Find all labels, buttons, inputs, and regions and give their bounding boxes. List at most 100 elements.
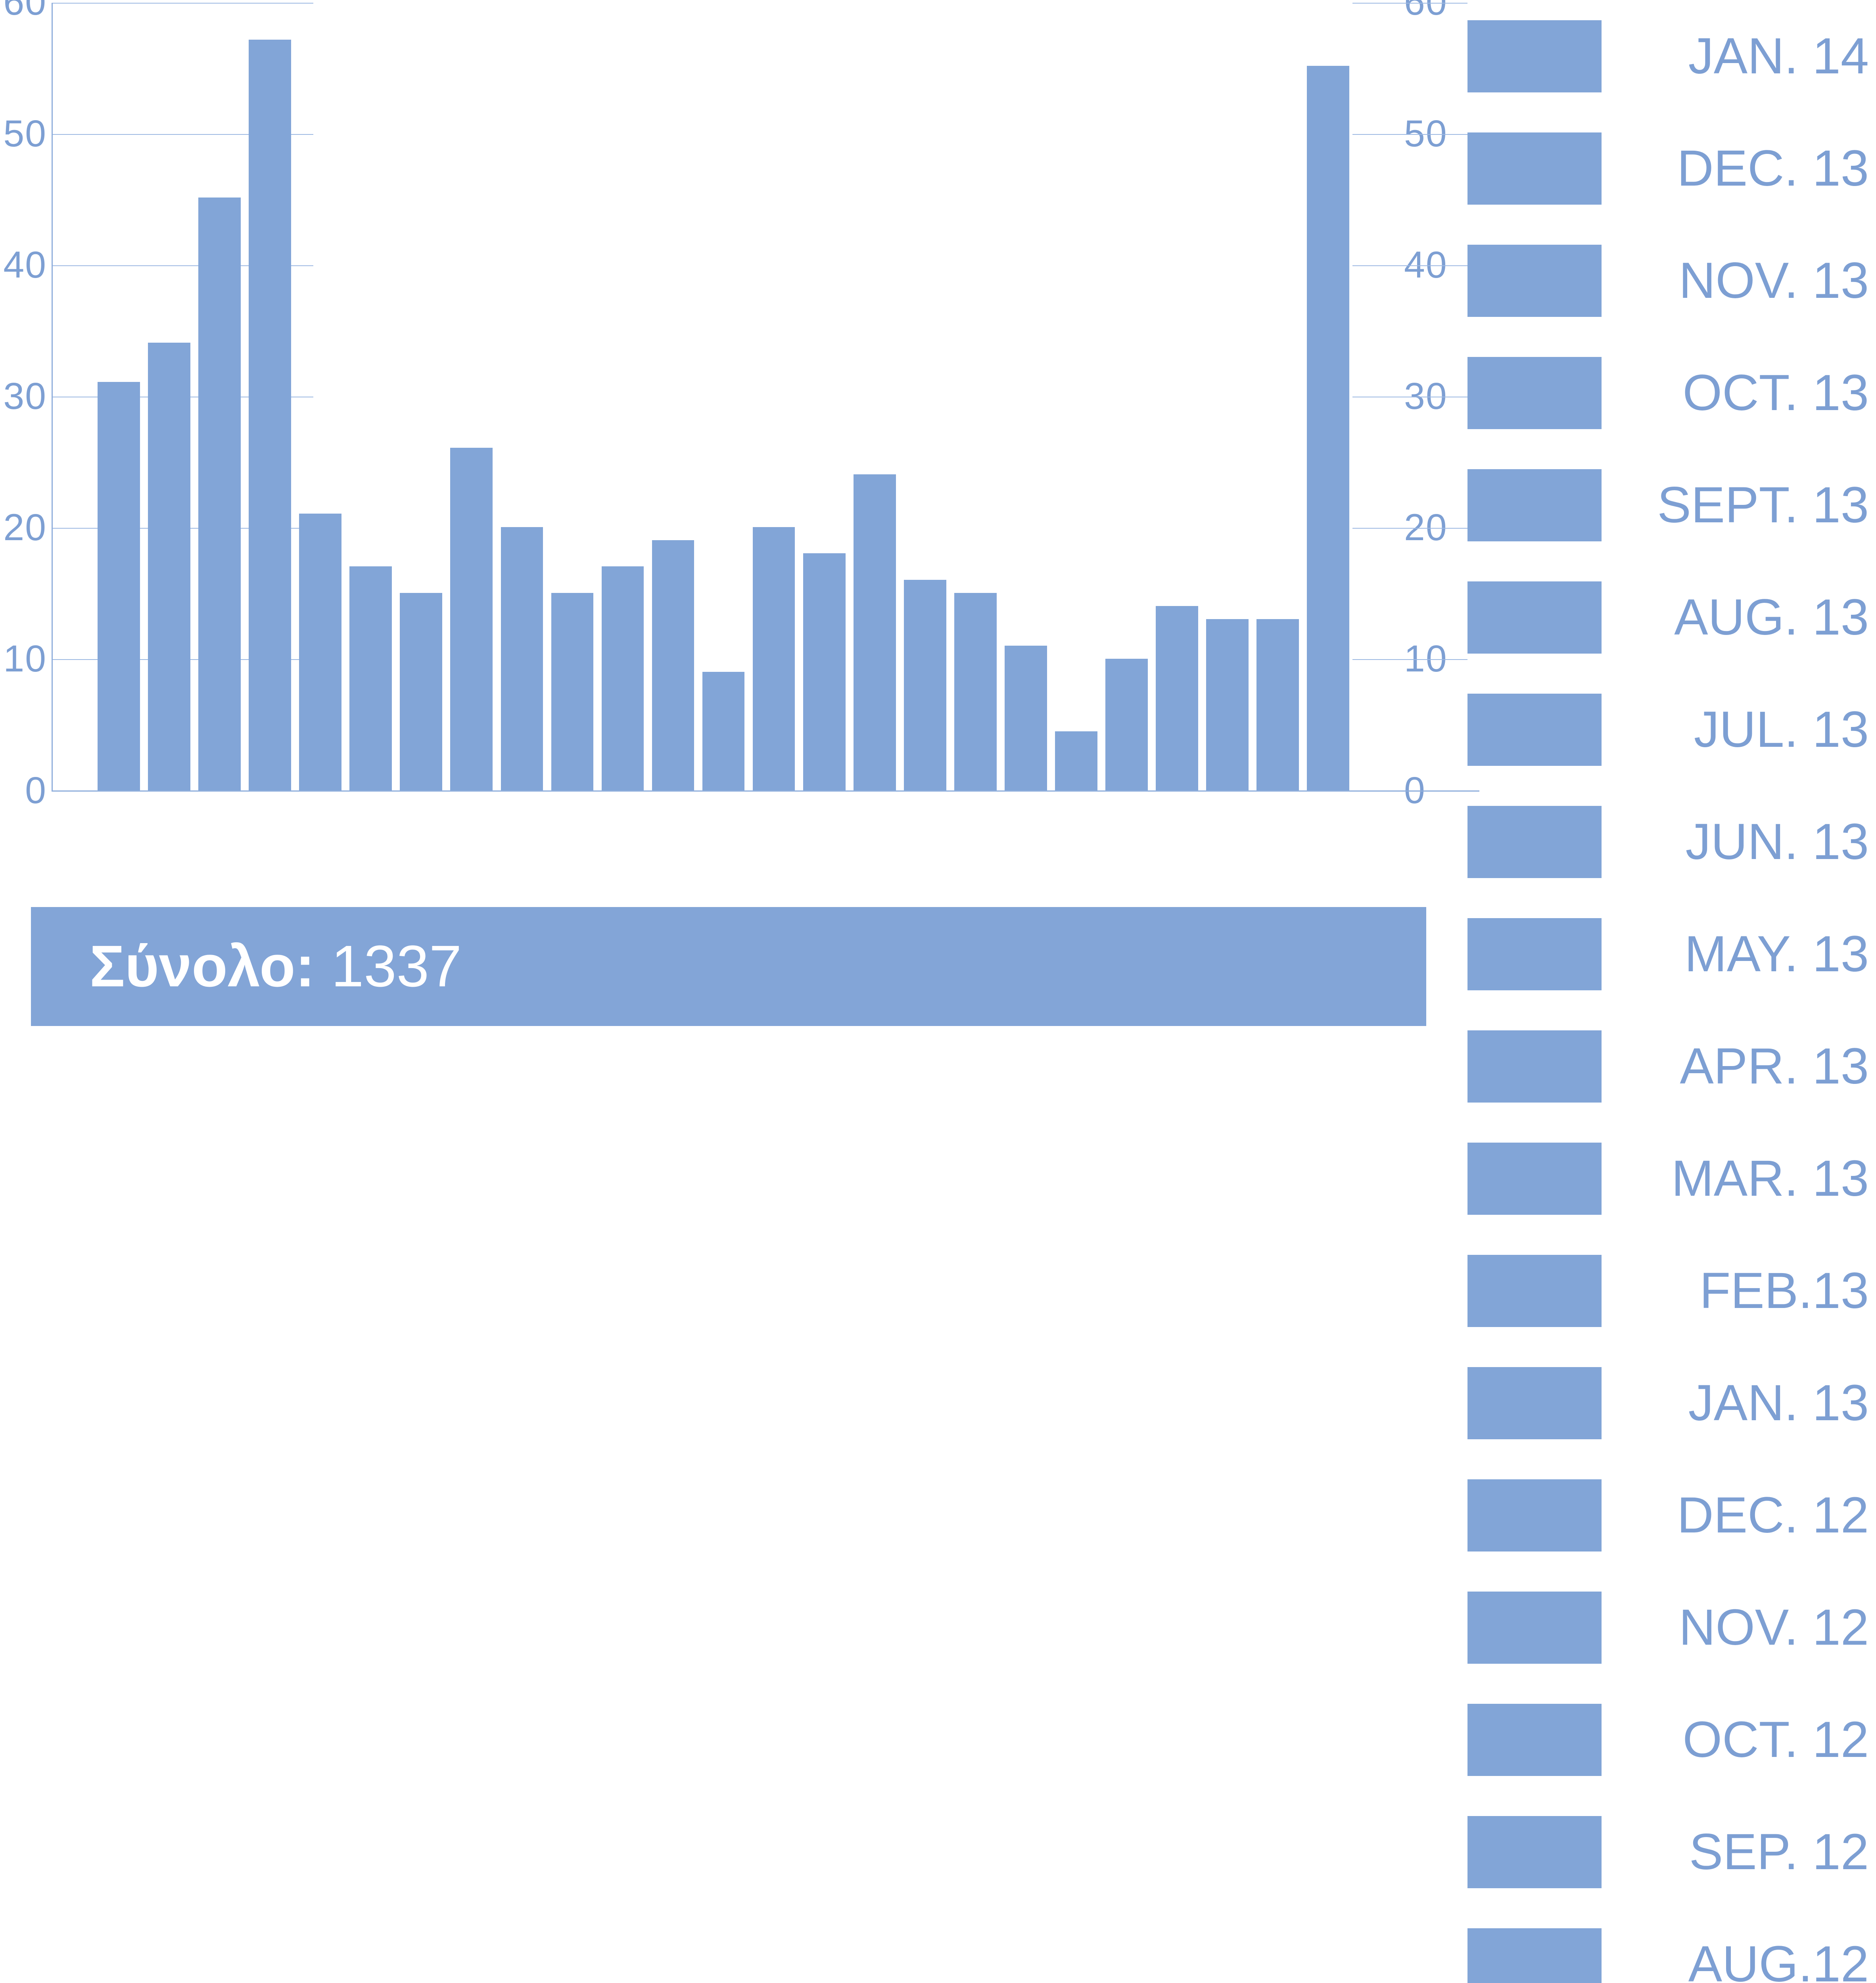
- y-tick-left-60: 60: [3, 0, 47, 23]
- legend-item[interactable]: DEC. 12: [1467, 1459, 1876, 1571]
- gridline-right-20: [1352, 528, 1467, 529]
- bar: [249, 39, 292, 790]
- legend-item[interactable]: SEP. 12: [1467, 1796, 1876, 1908]
- legend-swatch: [1467, 1030, 1602, 1103]
- legend-item[interactable]: DEC. 13: [1467, 112, 1876, 224]
- bar-slot: [497, 0, 547, 790]
- bar-series: [94, 0, 1353, 790]
- legend-swatch: [1467, 918, 1602, 990]
- legend-item[interactable]: OCT. 13: [1467, 337, 1876, 449]
- bar: [551, 593, 594, 790]
- bar-slot: [950, 0, 1001, 790]
- gridline-40: [52, 265, 313, 266]
- bar-slot: [1152, 0, 1202, 790]
- y-tick-right-20: 20: [1404, 506, 1448, 548]
- legend-item[interactable]: JUN. 13: [1467, 786, 1876, 898]
- legend-item[interactable]: MAR. 13: [1467, 1122, 1876, 1235]
- x-axis-baseline: [52, 790, 1479, 792]
- legend-swatch: [1467, 357, 1602, 429]
- legend-swatch: [1467, 1816, 1602, 1888]
- gridline-right-50: [1352, 134, 1467, 135]
- legend-item-label: AUG.12: [1688, 1935, 1869, 1983]
- legend-item-label: FEB.13: [1700, 1262, 1869, 1319]
- y-tick-left-0: 0: [25, 769, 47, 811]
- y-tick-right-40: 40: [1404, 244, 1448, 286]
- bar-slot: [194, 0, 245, 790]
- bar: [853, 474, 896, 790]
- gridline-right-10: [1352, 659, 1467, 660]
- bar: [903, 579, 946, 790]
- bar: [400, 593, 443, 790]
- bar-slot: [850, 0, 900, 790]
- bar-slot: [749, 0, 799, 790]
- y-tick-left-40: 40: [3, 244, 47, 286]
- legend-item[interactable]: MAY. 13: [1467, 898, 1876, 1010]
- bar: [954, 593, 997, 790]
- legend-item[interactable]: APR. 13: [1467, 1010, 1876, 1122]
- bar-slot: [345, 0, 396, 790]
- bar-slot: [597, 0, 648, 790]
- legend-item[interactable]: JUL. 13: [1467, 673, 1876, 786]
- bar-slot: [144, 0, 194, 790]
- legend-item[interactable]: AUG. 13: [1467, 561, 1876, 673]
- legend-item-label: NOV. 12: [1678, 1599, 1869, 1656]
- legend-swatch: [1467, 1928, 1602, 1983]
- legend-item-label: MAY. 13: [1684, 925, 1869, 982]
- total-value: 1337: [331, 934, 462, 999]
- bar-slot: [94, 0, 144, 790]
- legend-swatch: [1467, 132, 1602, 205]
- y-axis-left: 60 50 40 30 20 10 0: [0, 0, 47, 817]
- bar-slot: [245, 0, 295, 790]
- legend-item[interactable]: NOV. 13: [1467, 224, 1876, 337]
- bar-slot: [295, 0, 345, 790]
- legend-item-label: JUN. 13: [1685, 813, 1869, 870]
- legend-item-label: SEP. 12: [1689, 1823, 1869, 1880]
- y-tick-left-20: 20: [3, 506, 47, 548]
- total-banner: Σύνολο: 1337: [31, 907, 1426, 1026]
- bar: [1256, 619, 1299, 790]
- bar: [1307, 66, 1349, 790]
- legend-item-label: SEPT. 13: [1657, 476, 1869, 533]
- bar: [349, 566, 392, 790]
- bar: [652, 540, 694, 790]
- legend-item[interactable]: NOV. 12: [1467, 1571, 1876, 1684]
- legend-item[interactable]: AUG.12: [1467, 1908, 1876, 1983]
- legend-swatch: [1467, 469, 1602, 541]
- legend-item-label: AUG. 13: [1674, 589, 1869, 646]
- bar: [501, 527, 543, 790]
- legend-item[interactable]: FEB.13: [1467, 1235, 1876, 1347]
- legend-item[interactable]: JAN. 14: [1467, 0, 1876, 112]
- legend-item[interactable]: SEPT. 13: [1467, 449, 1876, 561]
- bar-slot: [698, 0, 749, 790]
- legend-swatch: [1467, 1142, 1602, 1215]
- legend-item-label: OCT. 12: [1682, 1711, 1869, 1768]
- bar: [98, 382, 140, 790]
- bar-slot: [547, 0, 597, 790]
- bar-slot: [900, 0, 950, 790]
- chart-panel: 60 50 40 30 20 10 0 60 50 40 30 20 10 0: [0, 0, 1479, 1079]
- y-tick-left-30: 30: [3, 375, 47, 417]
- legend-swatch: [1467, 1479, 1602, 1551]
- y-axis-line: [52, 3, 53, 792]
- legend-item-label: DEC. 13: [1677, 140, 1869, 197]
- bar-slot: [1202, 0, 1253, 790]
- total-text: Σύνολο: 1337: [31, 937, 462, 996]
- bar-slot: [1051, 0, 1101, 790]
- gridline-50: [52, 134, 313, 135]
- bar-slot: [1253, 0, 1303, 790]
- legend-item[interactable]: OCT. 12: [1467, 1684, 1876, 1796]
- gridline-right-40: [1352, 265, 1467, 266]
- bar-slot: [648, 0, 698, 790]
- y-tick-left-10: 10: [3, 638, 47, 680]
- bar-slot: [396, 0, 446, 790]
- legend-swatch: [1467, 1591, 1602, 1664]
- bar: [1005, 645, 1047, 790]
- legend-item[interactable]: JAN. 13: [1467, 1347, 1876, 1459]
- legend-swatch: [1467, 244, 1602, 317]
- y-axis-right: 60 50 40 30 20 10 0: [1404, 0, 1479, 817]
- bar: [1206, 619, 1249, 790]
- bar-slot: [1101, 0, 1152, 790]
- legend-item-label: JUL. 13: [1694, 701, 1869, 758]
- bar: [299, 514, 342, 790]
- y-tick-right-30: 30: [1404, 375, 1448, 417]
